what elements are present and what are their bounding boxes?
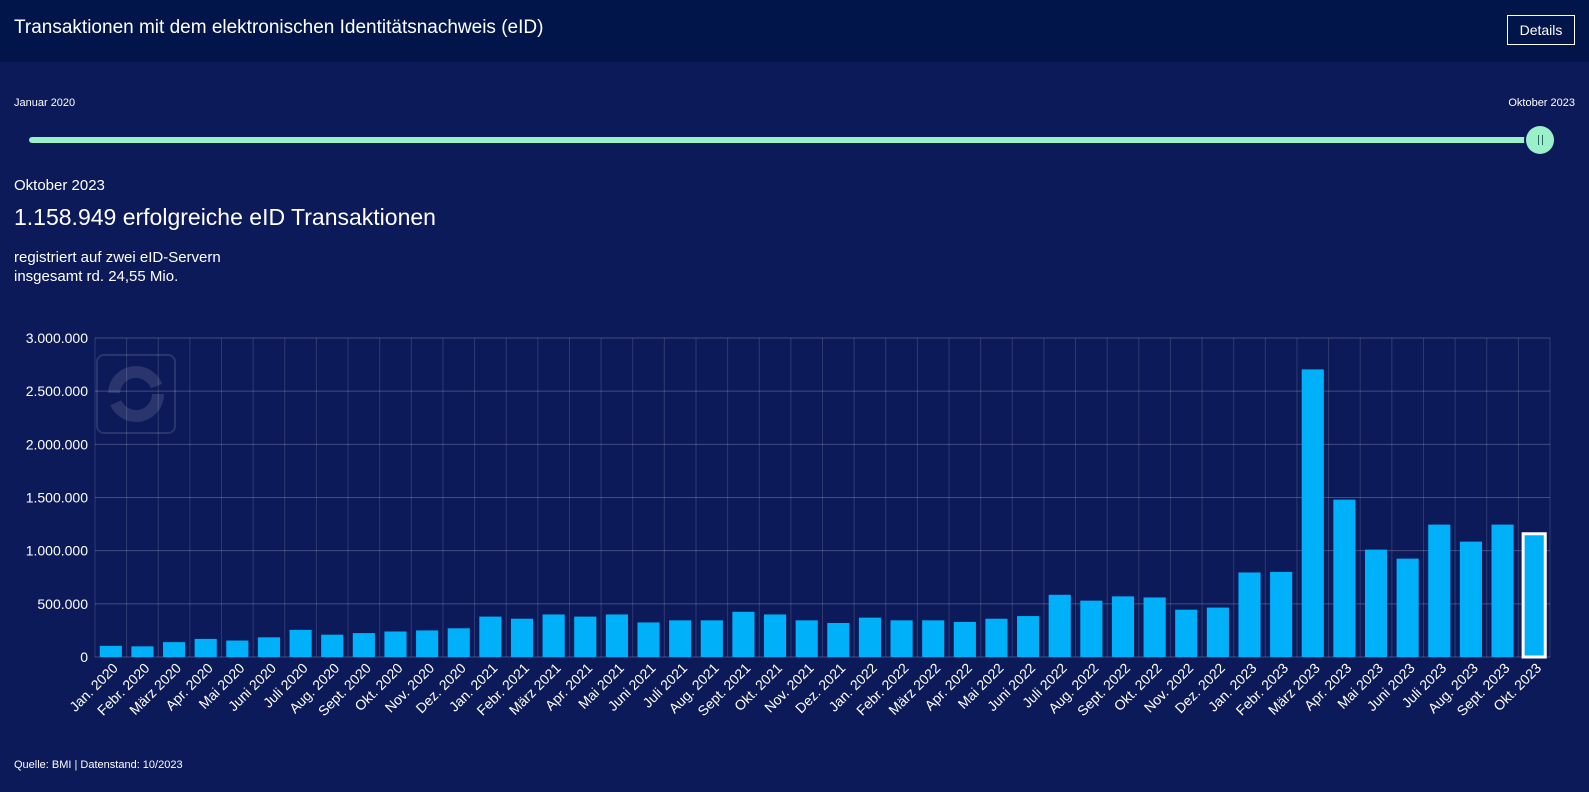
- bar[interactable]: [257, 637, 281, 657]
- range-start-label: Januar 2020: [14, 97, 76, 109]
- bar[interactable]: [447, 628, 470, 657]
- bar[interactable]: [605, 614, 628, 657]
- bar[interactable]: [194, 638, 217, 657]
- bar[interactable]: [795, 620, 818, 657]
- y-tick-label: 500.000: [37, 596, 88, 612]
- range-end-label: Oktober 2023: [1508, 97, 1575, 109]
- bar[interactable]: [953, 621, 976, 657]
- bar[interactable]: [1396, 558, 1419, 657]
- time-slider-handle[interactable]: [1526, 126, 1554, 154]
- y-tick-label: 0: [80, 649, 88, 665]
- bar[interactable]: [416, 630, 439, 657]
- y-tick-label: 3.000.000: [26, 330, 88, 346]
- bar[interactable]: [1111, 596, 1135, 657]
- bar[interactable]: [858, 617, 882, 657]
- details-button[interactable]: Details: [1507, 15, 1575, 45]
- bar[interactable]: [1238, 572, 1261, 657]
- bar[interactable]: [1459, 541, 1482, 657]
- y-tick-label: 2.500.000: [26, 383, 88, 399]
- y-tick-label: 2.000.000: [26, 436, 88, 452]
- bar[interactable]: [352, 633, 375, 657]
- bar[interactable]: [1143, 597, 1166, 657]
- bar[interactable]: [574, 616, 597, 657]
- bar[interactable]: [1301, 369, 1324, 657]
- selected-detail-total: insgesamt rd. 24,55 Mio.: [14, 268, 179, 285]
- bar[interactable]: [669, 620, 692, 657]
- bar[interactable]: [1270, 571, 1293, 657]
- bar[interactable]: [321, 634, 344, 657]
- time-slider-track[interactable]: [29, 137, 1543, 143]
- bar[interactable]: [163, 642, 186, 657]
- bar-selected[interactable]: [1521, 532, 1547, 659]
- bar[interactable]: [1333, 499, 1356, 657]
- y-tick-label: 1.500.000: [26, 490, 88, 506]
- bar[interactable]: [890, 620, 913, 657]
- source-note: Quelle: BMI | Datenstand: 10/2023: [14, 759, 183, 771]
- bar[interactable]: [1206, 607, 1229, 657]
- bar[interactable]: [510, 618, 534, 657]
- bar[interactable]: [1017, 616, 1040, 657]
- bar[interactable]: [1491, 524, 1514, 657]
- bar[interactable]: [637, 622, 660, 657]
- bar[interactable]: [479, 616, 502, 657]
- transactions-bar-chart: 0 500.000 1.000.000 1.500.000 2.000.000 2.500…: [26, 330, 1551, 719]
- bar[interactable]: [289, 629, 312, 657]
- bar[interactable]: [985, 618, 1008, 657]
- y-tick-label: 1.000.000: [26, 543, 88, 559]
- bar[interactable]: [131, 646, 154, 657]
- bar[interactable]: [542, 614, 565, 657]
- selected-transactions-headline: 1.158.949 erfolgreiche eID Transaktionen: [14, 204, 436, 230]
- bar[interactable]: [700, 620, 723, 657]
- bar[interactable]: [922, 620, 945, 657]
- page-title: Transaktionen mit dem elektronischen Ide…: [14, 17, 544, 38]
- selected-month: Oktober 2023: [14, 177, 105, 194]
- bar[interactable]: [1428, 524, 1451, 657]
- bar[interactable]: [99, 645, 122, 657]
- bar[interactable]: [1364, 549, 1388, 657]
- header-bar: Transaktionen mit dem elektronischen Ide…: [0, 0, 1589, 62]
- grip-icon: [1537, 135, 1543, 145]
- bar[interactable]: [1048, 594, 1071, 657]
- selected-detail-servers: registriert auf zwei eID-Servern: [14, 249, 221, 266]
- bar[interactable]: [1175, 609, 1198, 657]
- bar[interactable]: [384, 631, 407, 657]
- logo-watermark-icon: [96, 354, 176, 434]
- bar[interactable]: [1080, 600, 1103, 657]
- bar[interactable]: [827, 622, 850, 657]
- bar[interactable]: [226, 640, 249, 657]
- bar[interactable]: [732, 611, 755, 657]
- bar[interactable]: [763, 614, 787, 657]
